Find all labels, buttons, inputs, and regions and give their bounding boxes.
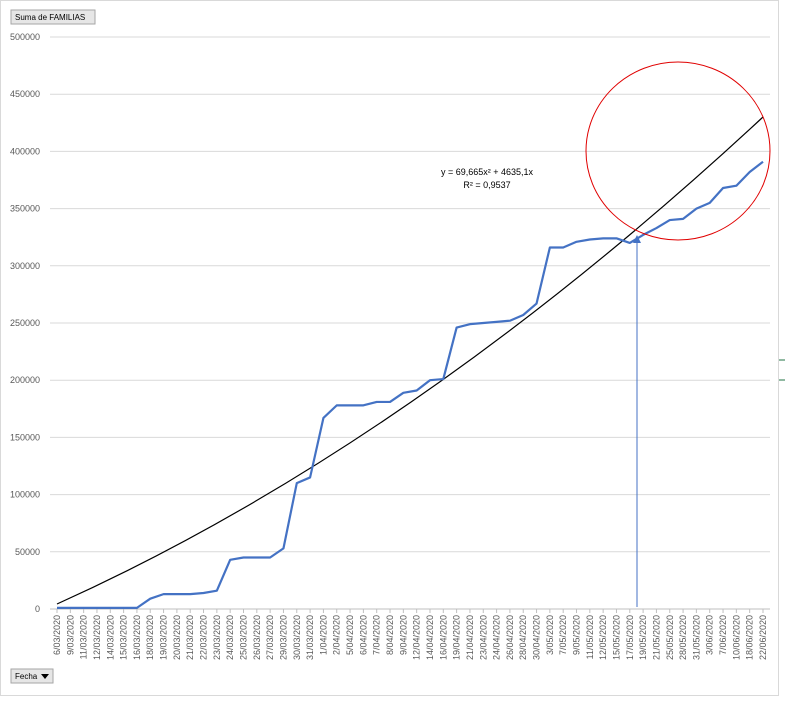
y-tick-label: 0 [35, 604, 40, 614]
x-tick-label: 11/03/2020 [79, 615, 89, 659]
x-tick-label: 19/05/2020 [638, 615, 648, 660]
x-tick-label: 30/03/2020 [292, 615, 302, 660]
x-tick-label: 23/04/2020 [478, 615, 488, 660]
x-tick-label: 21/05/2020 [651, 615, 661, 660]
x-tick-label: 15/05/2020 [611, 615, 621, 660]
trendline [56, 116, 764, 605]
x-tick-label: 25/03/2020 [238, 615, 248, 660]
arrow [633, 235, 641, 607]
x-tick-label: 8/04/2020 [385, 615, 395, 655]
x-tick-label: 22/06/2020 [758, 615, 768, 660]
highlight-circle [585, 61, 771, 241]
trendline-equation: y = 69,665x² + 4635,1x [441, 167, 534, 177]
x-tick-label: 24/04/2020 [492, 615, 502, 660]
x-tick-label: 5/04/2020 [345, 615, 355, 655]
x-tick-label: 9/04/2020 [398, 615, 408, 655]
x-tick-label: 14/03/2020 [105, 615, 115, 660]
y-tick-label: 50000 [15, 547, 40, 557]
x-tick-label: 23/03/2020 [212, 615, 222, 660]
x-tick-label: 21/04/2020 [465, 615, 475, 660]
x-tick-label: 9/03/2020 [65, 615, 75, 655]
x-tick-label: 19/04/2020 [452, 615, 462, 660]
x-tick-label: 31/03/2020 [305, 615, 315, 660]
y-tick-label: 400000 [10, 146, 40, 156]
x-tick-label: 26/03/2020 [252, 615, 262, 660]
x-tick-label: 14/04/2020 [425, 615, 435, 660]
x-tick-label: 10/06/2020 [731, 615, 741, 660]
x-tick-label: 16/03/2020 [132, 615, 142, 660]
x-tick-label: 28/05/2020 [678, 615, 688, 660]
x-tick-label: 29/03/2020 [278, 615, 288, 660]
y-tick-label: 350000 [10, 204, 40, 214]
x-tick-label: 2/04/2020 [332, 615, 342, 655]
x-tick-label: 26/04/2020 [505, 615, 515, 660]
field-button-label: Suma de FAMILIAS [15, 13, 85, 22]
axis-button-label: Fecha [15, 672, 38, 681]
y-tick-label: 100000 [10, 490, 40, 500]
x-tick-label: 18/03/2020 [145, 615, 155, 660]
trendline-r2: R² = 0,9537 [463, 180, 510, 190]
x-tick-label: 25/05/2020 [665, 615, 675, 660]
x-tick-label: 12/04/2020 [412, 615, 422, 660]
axis-button[interactable]: Fecha [10, 668, 54, 684]
y-tick-label: 300000 [10, 261, 40, 271]
x-tick-label: 11/05/2020 [585, 615, 595, 659]
y-tick-label: 500000 [10, 32, 40, 42]
x-tick-label: 20/03/2020 [172, 615, 182, 660]
x-tick-label: 6/04/2020 [358, 615, 368, 655]
x-tick-label: 12/05/2020 [598, 615, 608, 660]
x-tick-label: 19/03/2020 [159, 615, 169, 660]
y-tick-label: 450000 [10, 89, 40, 99]
field-button[interactable]: Suma de FAMILIAS [10, 9, 96, 25]
x-tick-label: 3/05/2020 [545, 615, 555, 655]
x-tick-label: 22/03/2020 [199, 615, 209, 660]
x-tick-label: 7/05/2020 [558, 615, 568, 655]
x-tick-label: 28/04/2020 [518, 615, 528, 660]
x-tick-label: 9/05/2020 [572, 615, 582, 655]
y-tick-label: 200000 [10, 375, 40, 385]
y-tick-label: 150000 [10, 432, 40, 442]
x-tick-label: 27/03/2020 [265, 615, 275, 660]
x-tick-label: 31/05/2020 [691, 615, 701, 660]
x-tick-label: 3/06/2020 [705, 615, 715, 655]
x-tick-label: 7/06/2020 [718, 615, 728, 655]
x-tick-label: 7/04/2020 [372, 615, 382, 655]
x-tick-label: 18/06/2020 [745, 615, 755, 660]
x-tick-label: 16/04/2020 [438, 615, 448, 660]
x-tick-label: 30/04/2020 [532, 615, 542, 660]
x-tick-label: 24/03/2020 [225, 615, 235, 660]
x-tick-label: 21/03/2020 [185, 615, 195, 660]
x-tick-label: 17/05/2020 [625, 615, 635, 660]
x-tick-label: 6/03/2020 [52, 615, 62, 655]
x-tick-label: 15/03/2020 [119, 615, 129, 660]
x-tick-label: 1/04/2020 [318, 615, 328, 655]
y-tick-label: 250000 [10, 318, 40, 328]
x-tick-label: 12/03/2020 [92, 615, 102, 660]
